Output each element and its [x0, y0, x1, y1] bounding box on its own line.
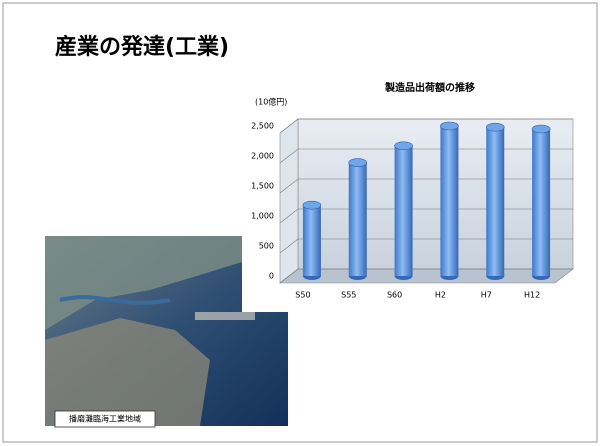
x-tick-label: H12: [524, 291, 540, 300]
x-tick-label: S60: [387, 291, 402, 300]
bar: [348, 158, 368, 280]
bar: [302, 200, 322, 280]
photo-caption: 播磨灘臨海工業地域: [69, 414, 141, 424]
grid-line: [279, 148, 573, 164]
y-tick-label: 2,000: [251, 152, 274, 161]
bar-top: [394, 141, 413, 151]
y-tick-label: 2,500: [251, 122, 274, 131]
side-wall: [279, 118, 299, 284]
chart-title: 製造品出荷額の推移: [384, 81, 475, 94]
bar: [440, 121, 459, 280]
grid-line: [279, 178, 573, 194]
y-tick-label: 500: [259, 242, 274, 251]
bar-body: [302, 205, 321, 276]
grid-line: [279, 268, 573, 284]
slide-title: 産業の発達(工業): [55, 34, 229, 60]
x-tick-label: H2: [435, 291, 446, 300]
caption-box: [54, 410, 156, 428]
bar-body: [532, 129, 551, 276]
y-tick-label: 0: [269, 272, 274, 281]
bar: [485, 122, 505, 280]
bar-body: [348, 162, 367, 276]
x-tick-label: H7: [481, 291, 492, 300]
bar-body: [486, 127, 505, 276]
y-axis-label: (10億円): [255, 97, 287, 107]
back-wall: [297, 118, 574, 270]
bar-top: [485, 122, 505, 132]
bar-top: [302, 200, 322, 210]
y-tick-label: 1,500: [251, 182, 274, 191]
x-tick-label: S50: [295, 291, 310, 300]
bar: [531, 124, 551, 280]
x-tick-label: S55: [341, 291, 356, 300]
floor: [279, 268, 574, 284]
grid-line: [279, 208, 573, 224]
grid-line: [279, 118, 573, 134]
bar-body: [394, 145, 413, 276]
bar: [394, 141, 413, 280]
y-tick-label: 1,000: [251, 212, 274, 221]
photo: [45, 236, 288, 426]
bar-top: [440, 121, 459, 131]
bar-body: [440, 126, 459, 276]
bar-top: [348, 158, 368, 167]
bar-top: [531, 124, 551, 134]
grid-line: [279, 238, 573, 254]
